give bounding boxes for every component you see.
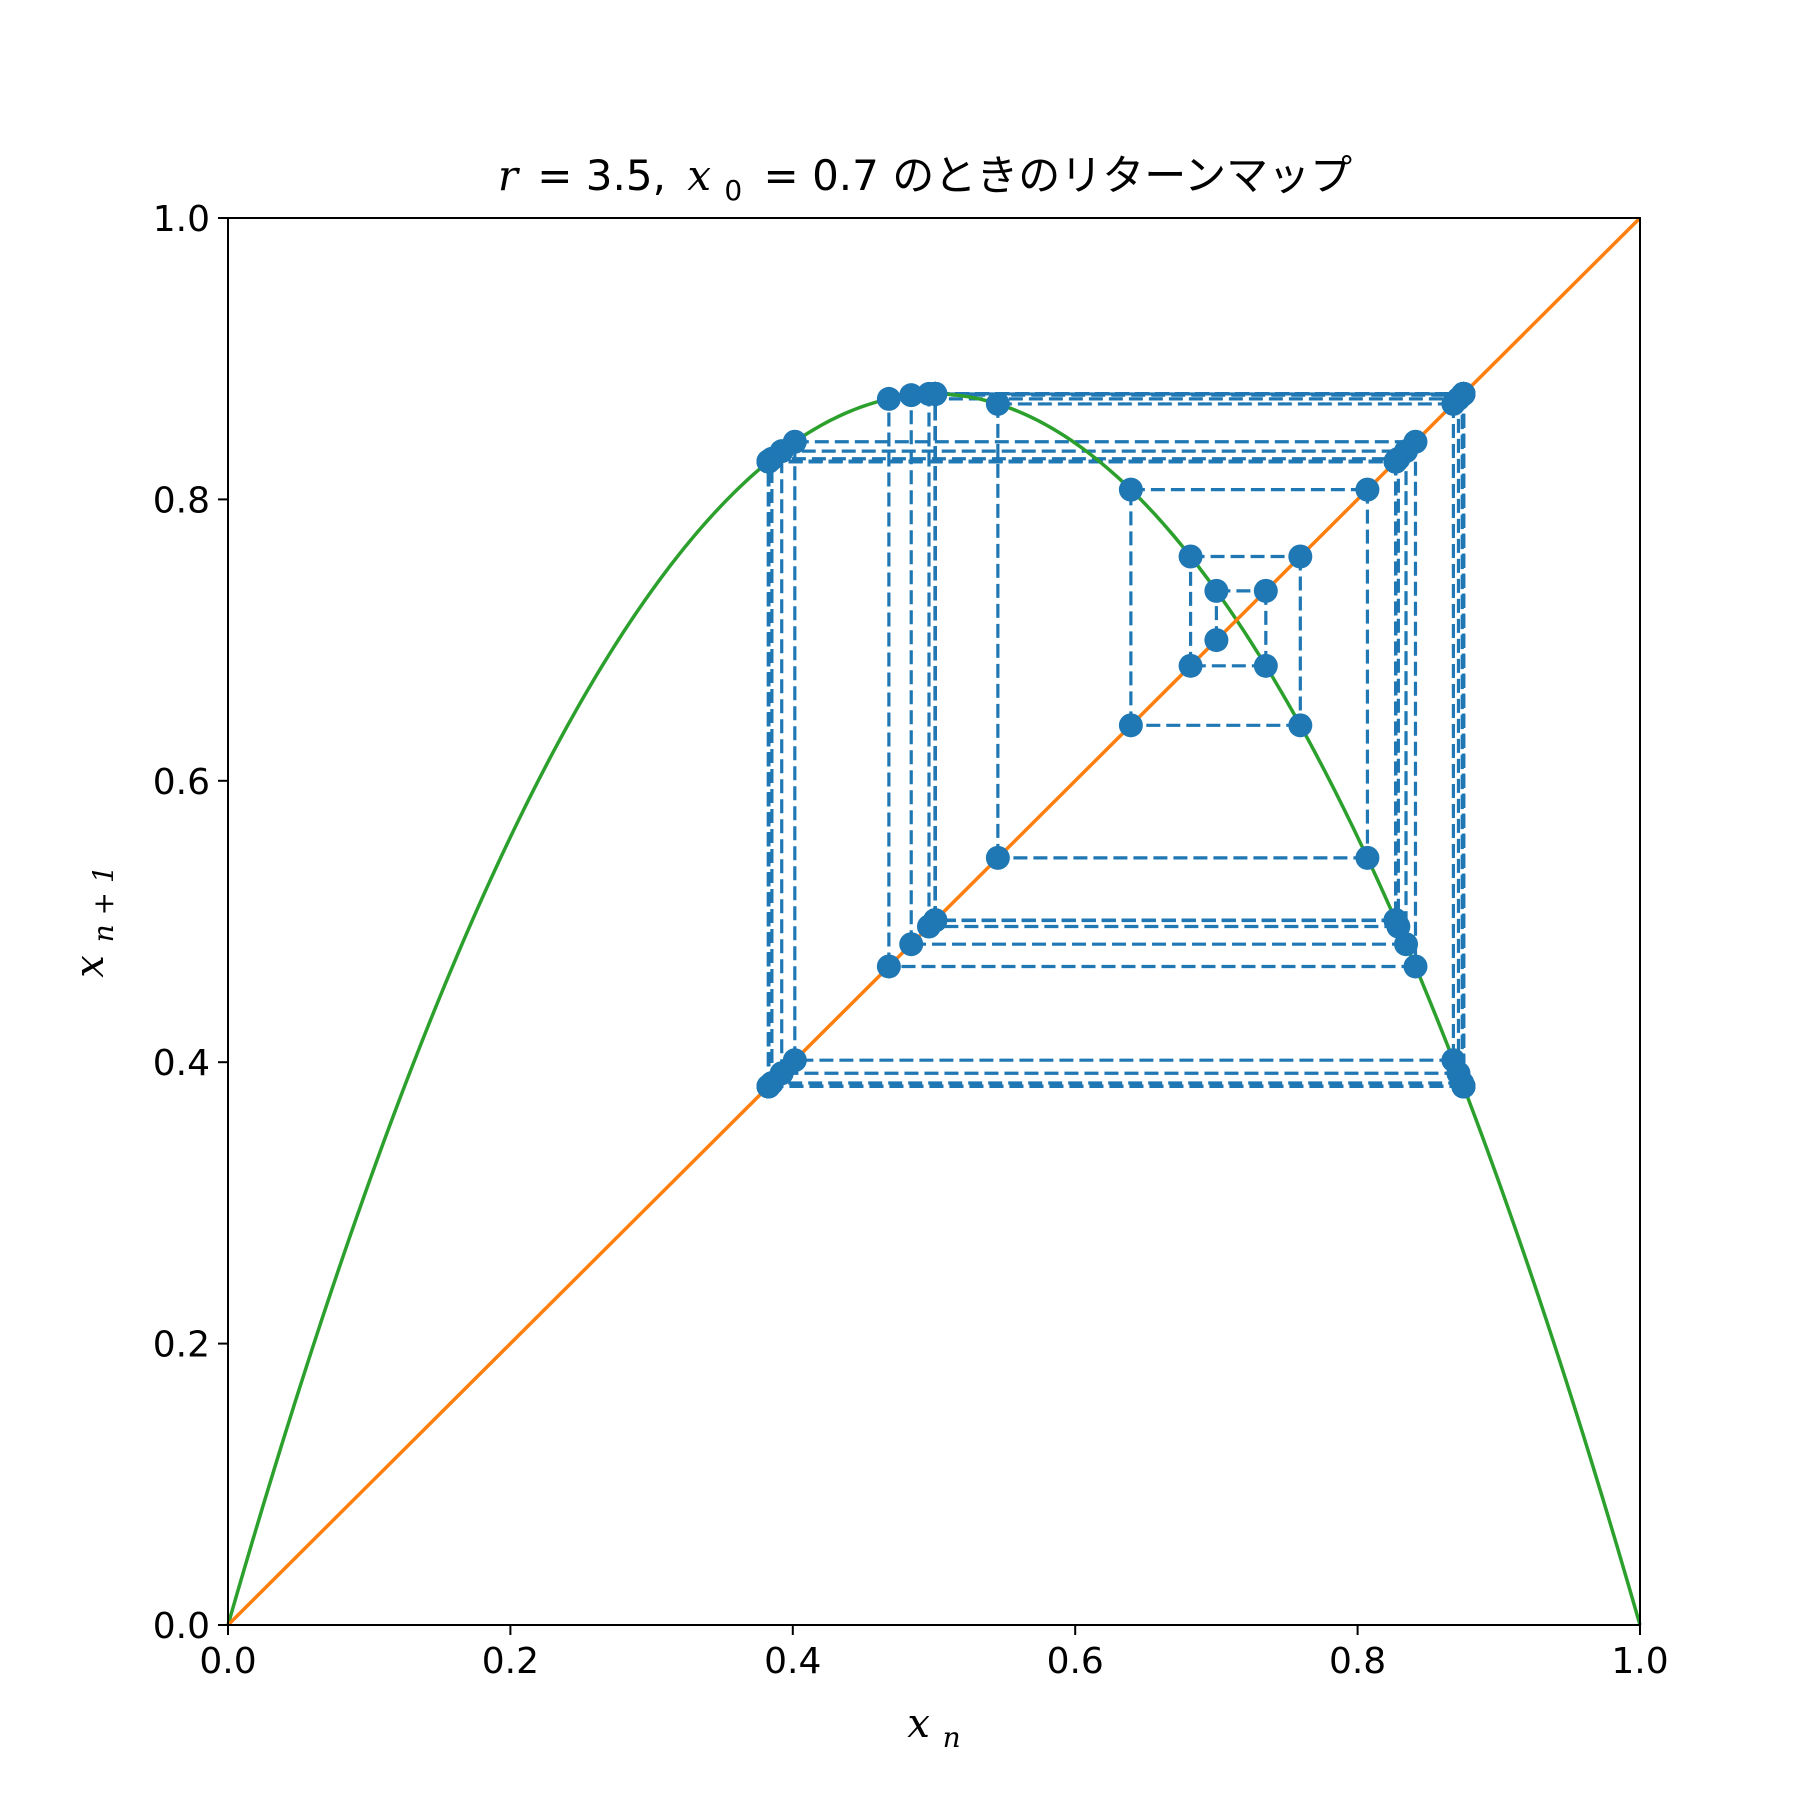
y-axis-label-base: x	[67, 955, 113, 978]
cobweb-marker	[756, 449, 781, 474]
cobweb-marker	[1383, 908, 1408, 933]
cobweb-marker	[1403, 954, 1428, 979]
chart-title: r = 3.5, x 0 = 0.7 のときのリターンマップ	[498, 151, 1352, 210]
title-suffix: のときのリターンマップ	[892, 151, 1352, 200]
cobweb-marker	[1178, 653, 1203, 678]
cobweb-marker	[1204, 578, 1229, 603]
y-axis: 0.0 0.2 0.4 0.6 0.8 1.0	[153, 199, 228, 1647]
title-x-symbol: x	[687, 151, 711, 200]
cobweb-marker	[876, 386, 901, 411]
cobweb-marker	[876, 954, 901, 979]
y-tick-label: 1.0	[153, 199, 210, 240]
y-tick-label: 0.8	[153, 480, 210, 521]
title-r-value: = 3.5,	[537, 151, 666, 200]
x-axis: 0.0 0.2 0.4 0.6 0.8 1.0	[199, 1625, 1669, 1682]
cobweb-marker	[1355, 845, 1380, 870]
x-tick-label: 0.8	[1329, 1641, 1386, 1682]
title-x-value: = 0.7	[764, 151, 879, 200]
x-axis-label-base: x	[907, 1701, 930, 1747]
x-axis-label-subscript: n	[943, 1721, 961, 1754]
title-r-symbol: r	[498, 151, 521, 200]
y-tick-label: 0.4	[153, 1043, 210, 1084]
y-tick-label: 0.6	[153, 762, 210, 803]
cobweb-marker	[923, 381, 948, 406]
cobweb-marker	[923, 908, 948, 933]
cobweb-marker	[1178, 544, 1203, 569]
cobweb-markers	[756, 381, 1476, 1099]
cobweb-marker	[1383, 449, 1408, 474]
cobweb-marker	[985, 845, 1010, 870]
y-tick-label: 0.2	[153, 1325, 210, 1366]
cobweb-marker	[899, 932, 924, 957]
cobweb-marker	[985, 391, 1010, 416]
title-x-subscript: 0	[724, 174, 742, 207]
x-axis-label: x n	[907, 1701, 960, 1754]
cobweb-marker	[1253, 653, 1278, 678]
cobweb-marker	[1118, 713, 1143, 738]
cobweb-marker	[1204, 628, 1229, 653]
cobweb-marker	[1253, 578, 1278, 603]
axes-frame	[227, 217, 1641, 1626]
y-axis-label: x n + 1	[67, 865, 120, 977]
y-axis-label-subscript: n + 1	[87, 865, 120, 942]
cobweb-marker	[899, 383, 924, 408]
y-tick-label: 0.0	[153, 1606, 210, 1647]
plot-area	[226, 216, 1642, 1627]
x-tick-label: 0.0	[199, 1641, 256, 1682]
x-tick-label: 0.2	[482, 1641, 539, 1682]
cobweb-trajectory	[766, 392, 1466, 1088]
cobweb-marker	[756, 1074, 781, 1099]
x-tick-label: 0.6	[1047, 1641, 1104, 1682]
cobweb-marker	[1355, 477, 1380, 502]
x-tick-label: 0.4	[764, 1641, 821, 1682]
cobweb-marker	[1118, 477, 1143, 502]
cobweb-marker	[1451, 381, 1476, 406]
cobweb-marker	[1288, 544, 1313, 569]
cobweb-marker	[1288, 713, 1313, 738]
cobweb-marker	[1451, 1074, 1476, 1099]
x-tick-label: 1.0	[1611, 1641, 1668, 1682]
